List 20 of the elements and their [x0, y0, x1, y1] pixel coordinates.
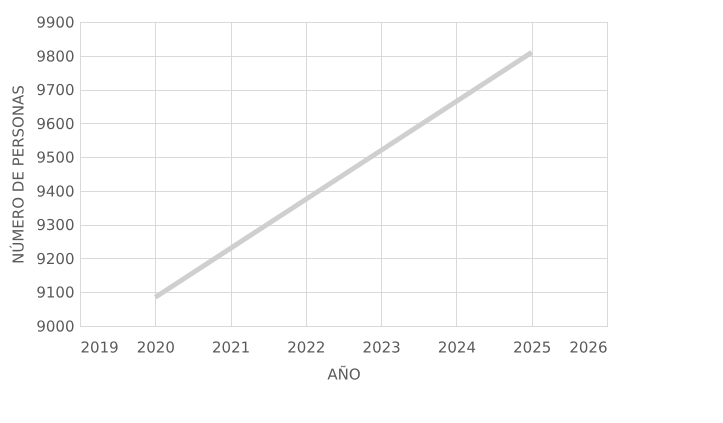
y-tick-label: 9800	[36, 47, 74, 66]
y-tick-label: 9700	[36, 81, 74, 100]
x-tick-label: 2023	[362, 338, 401, 356]
x-tick-label: 2021	[212, 338, 250, 356]
x-tick-label: 2019	[80, 338, 119, 356]
y-tick-label: 9600	[36, 114, 74, 133]
y-axis-title: NÚMERO DE PERSONAS	[9, 85, 28, 264]
x-tick-label: 2025	[513, 338, 552, 356]
y-tick-label: 9100	[36, 284, 74, 302]
y-tick-label: 9000	[36, 318, 74, 336]
x-tick-label: 2022	[287, 338, 326, 356]
x-tick-label: 2020	[136, 338, 175, 356]
y-tick-label: 9500	[36, 148, 74, 167]
y-tick-label: 9400	[36, 182, 74, 200]
x-tick-label: 2024	[438, 338, 476, 356]
x-tick-label: 2026	[569, 338, 608, 356]
x-axis-title: AÑO	[327, 366, 361, 384]
y-tick-label: 9200	[36, 250, 74, 268]
y-tick-label: 9300	[36, 216, 74, 234]
y-tick-label: 9900	[36, 14, 74, 32]
